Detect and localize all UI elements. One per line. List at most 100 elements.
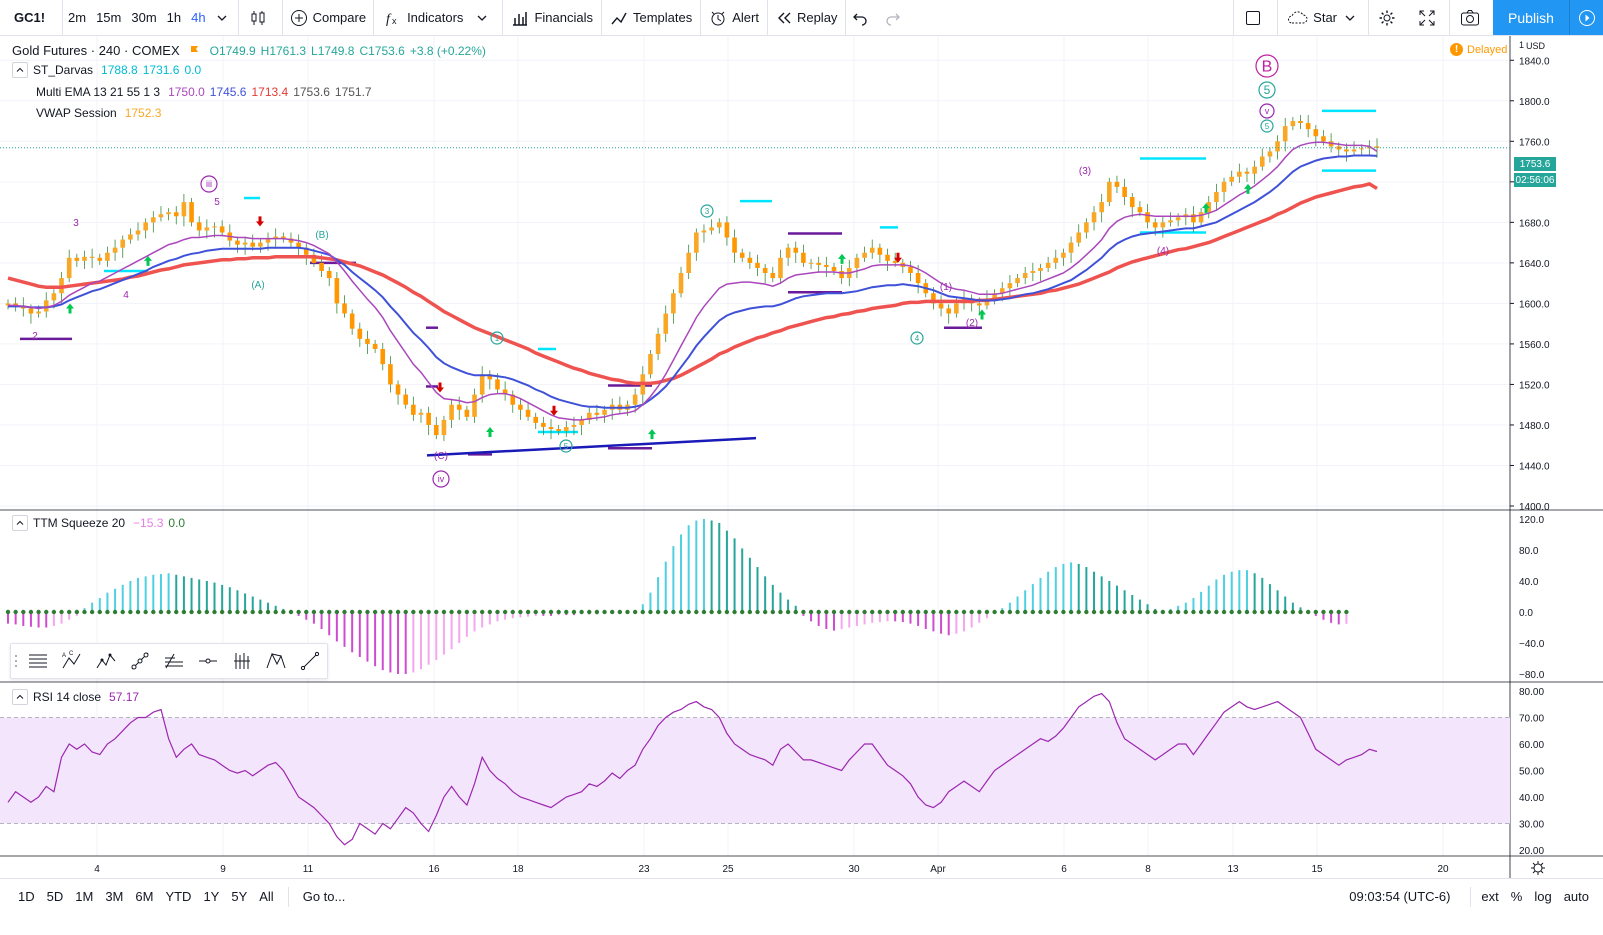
candle-body: [51, 293, 57, 301]
play-button[interactable]: [1569, 0, 1603, 35]
chart-canvas[interactable]: 1USD1840.01800.01760.01720.01680.01640.0…: [0, 36, 1603, 878]
candle: [946, 304, 952, 324]
range-all[interactable]: All: [259, 889, 274, 904]
snapshot-button[interactable]: [1450, 0, 1495, 36]
percent-scale-toggle[interactable]: %: [1510, 889, 1523, 904]
tool-fib-channel[interactable]: [157, 644, 191, 678]
candle-body: [678, 273, 684, 294]
gear-spokes: [1531, 861, 1545, 875]
settings-button[interactable]: [1369, 0, 1410, 36]
tool-xabcd[interactable]: [259, 644, 293, 678]
layout-star-button[interactable]: Star: [1278, 0, 1368, 36]
candle-body: [449, 404, 454, 420]
tool-elliott-wave[interactable]: [89, 644, 123, 678]
candle: [908, 260, 913, 282]
candle: [1252, 160, 1257, 184]
candle-body: [816, 262, 821, 265]
ttm-squeeze-dot: [1298, 609, 1303, 615]
range-1y[interactable]: 1Y: [203, 889, 220, 904]
interval-15m[interactable]: 15m: [96, 10, 122, 25]
ttm-squeeze-dot: [128, 609, 133, 615]
candle: [525, 401, 531, 421]
ttm-squeeze-dot: [1145, 609, 1150, 615]
templates-button[interactable]: Templates: [602, 0, 700, 36]
range-1m[interactable]: 1M: [75, 889, 94, 904]
ttm-squeeze-dot: [571, 609, 577, 615]
tool-horizontal-lines[interactable]: [21, 644, 55, 678]
candle: [1244, 167, 1250, 182]
candle-body: [1221, 181, 1227, 192]
auto-scale-toggle[interactable]: auto: [1563, 889, 1589, 904]
tool-trendline[interactable]: [293, 644, 327, 678]
delayed-badge[interactable]: ! Delayed: [1450, 43, 1507, 56]
ttm-squeeze-dot: [717, 609, 722, 615]
candle: [586, 406, 592, 424]
toolbar-divider: [62, 0, 63, 36]
candle: [1076, 224, 1082, 247]
range-3m[interactable]: 3M: [105, 889, 124, 904]
tool-trend-angle[interactable]: [123, 644, 157, 678]
tool-price-range[interactable]: [225, 644, 259, 678]
log-scale-toggle[interactable]: log: [1534, 889, 1552, 904]
range-5y[interactable]: 5Y: [231, 889, 248, 904]
range-5d[interactable]: 5D: [46, 889, 64, 904]
goto-date-button[interactable]: Go to...: [302, 889, 346, 904]
undo-button[interactable]: [846, 0, 879, 36]
ttm-squeeze-dot: [1107, 609, 1112, 615]
interval-4h[interactable]: 4h: [191, 10, 206, 25]
candle-body: [556, 429, 561, 432]
collapse-toggle[interactable]: [12, 515, 28, 531]
candle: [173, 206, 179, 225]
compare-button[interactable]: Compare: [283, 0, 373, 36]
chevron-down-icon: [477, 15, 487, 21]
candle: [655, 327, 661, 361]
drag-handle[interactable]: [11, 644, 21, 678]
symbol-search[interactable]: GC1!: [14, 10, 46, 25]
interval-30m[interactable]: 30m: [131, 10, 157, 25]
extended-hours-toggle[interactable]: ext: [1481, 889, 1499, 904]
main-legend: Gold Futures · 240 · COMEX O1749.9 H1761…: [12, 43, 491, 58]
candle-body: [1160, 222, 1166, 228]
tool-horizontal-ray[interactable]: [191, 644, 225, 678]
candle-body: [472, 394, 477, 417]
candle: [831, 262, 837, 276]
fullscreen-toggle[interactable]: [1234, 0, 1277, 36]
ttm-squeeze-dot: [365, 609, 370, 615]
interval-dropdown[interactable]: [211, 0, 238, 36]
ttm-squeeze-dot: [847, 609, 852, 615]
clock-display[interactable]: 09:03:54 (UTC-6): [1349, 889, 1451, 904]
candle-body: [1007, 283, 1013, 289]
ttm-squeeze-dot: [694, 609, 699, 615]
interval-2m[interactable]: 2m: [68, 10, 87, 25]
candle: [556, 424, 561, 436]
alert-button[interactable]: Alert: [701, 0, 767, 36]
range-1d[interactable]: 1D: [18, 889, 35, 904]
collapse-toggle[interactable]: [12, 62, 28, 78]
wave-label-b-ring: [1255, 54, 1279, 78]
ttm-value-2: 0.0: [168, 516, 186, 530]
ttm-squeeze-dot: [204, 609, 210, 615]
replay-button[interactable]: Replay: [768, 0, 845, 36]
range-6m[interactable]: 6M: [135, 889, 154, 904]
redo-button[interactable]: [879, 0, 912, 36]
candle-body: [755, 262, 760, 268]
cloud-icon: [1288, 10, 1308, 23]
collapse-toggle[interactable]: [12, 689, 28, 705]
ttm-squeeze-dot: [464, 609, 470, 615]
range-ytd[interactable]: YTD: [165, 889, 192, 904]
candle-body: [808, 262, 814, 264]
xabcd-icon: [266, 652, 286, 669]
expand-button[interactable]: [1410, 0, 1449, 36]
support-trendline: [426, 436, 757, 457]
interval-1h[interactable]: 1h: [166, 10, 182, 25]
grip-icon: [15, 655, 17, 667]
time-axis-label: 6: [1061, 864, 1067, 875]
candle-body: [1022, 273, 1028, 279]
publish-button[interactable]: Publish: [1493, 0, 1569, 35]
candle-body: [732, 237, 737, 253]
chart-type-button[interactable]: [239, 0, 282, 36]
wave-label-1-paren: (1): [940, 282, 952, 293]
financials-button[interactable]: Financials: [503, 0, 601, 36]
